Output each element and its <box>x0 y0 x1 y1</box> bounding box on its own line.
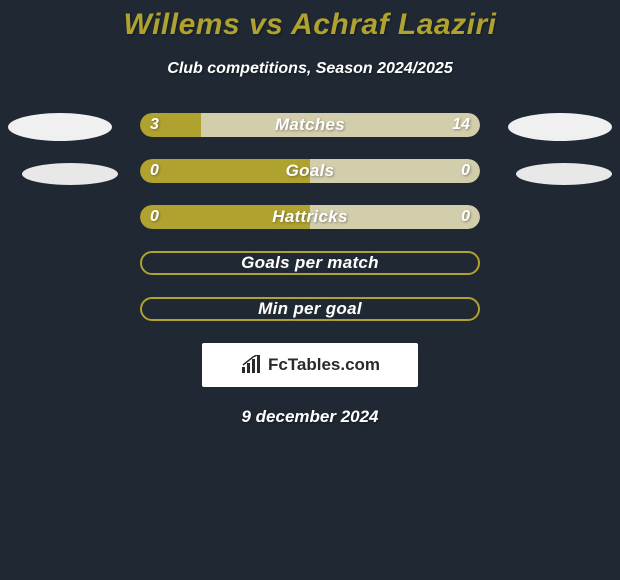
value-right: 0 <box>461 205 470 229</box>
stat-row-goals-per-match: Goals per match <box>140 251 480 275</box>
player-left-avatar-top <box>8 113 112 141</box>
branding-text: FcTables.com <box>268 355 380 375</box>
branding-badge: FcTables.com <box>202 343 418 387</box>
stat-label: Goals per match <box>142 253 478 273</box>
stat-row-goals: 0 Goals 0 <box>140 159 480 183</box>
player-right-avatar-top <box>508 113 612 141</box>
stat-row-min-per-goal: Min per goal <box>140 297 480 321</box>
subtitle: Club competitions, Season 2024/2025 <box>0 60 620 78</box>
player-right-avatar-bottom <box>516 163 612 185</box>
stat-label: Hattricks <box>140 205 480 229</box>
bars-container: 3 Matches 14 0 Goals 0 0 Hattricks 0 Goa… <box>140 113 480 321</box>
comparison-infographic: Willems vs Achraf Laaziri Club competiti… <box>0 0 620 580</box>
footer-date: 9 december 2024 <box>0 407 620 427</box>
chart-area: 3 Matches 14 0 Goals 0 0 Hattricks 0 Goa… <box>0 113 620 427</box>
player-left-avatar-bottom <box>22 163 118 185</box>
stat-row-matches: 3 Matches 14 <box>140 113 480 137</box>
stat-row-hattricks: 0 Hattricks 0 <box>140 205 480 229</box>
value-right: 0 <box>461 159 470 183</box>
value-right: 14 <box>452 113 470 137</box>
chart-icon <box>240 355 264 375</box>
page-title: Willems vs Achraf Laaziri <box>0 0 620 42</box>
stat-label: Min per goal <box>142 299 478 319</box>
stat-label: Matches <box>140 113 480 137</box>
stat-label: Goals <box>140 159 480 183</box>
